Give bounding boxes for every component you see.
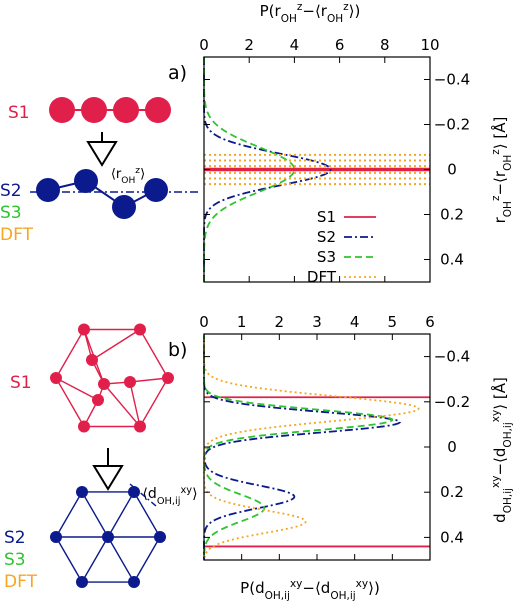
lattice-s2-atom bbox=[102, 531, 114, 543]
legend-label-s1: S1 bbox=[317, 208, 336, 226]
atom-s1 bbox=[145, 97, 171, 123]
plot-frame bbox=[203, 333, 431, 561]
atom-s1 bbox=[81, 97, 107, 123]
y-tick-label: 0 bbox=[447, 161, 457, 179]
atom-s1 bbox=[49, 97, 75, 123]
lattice-s1-bond bbox=[55, 329, 85, 379]
x-tick-label: 2 bbox=[275, 313, 285, 331]
legend-label-s2: S2 bbox=[317, 228, 336, 246]
lattice-s1-atom bbox=[98, 378, 110, 390]
x-tick-label: 4 bbox=[290, 36, 300, 54]
lattice-s2-atom bbox=[50, 531, 62, 543]
lattice-s1-bond bbox=[55, 377, 99, 401]
lattice-s1-bond bbox=[103, 383, 141, 427]
lattice-s2-bond bbox=[81, 491, 109, 538]
top-axis-label: P(rOHz−⟨rOHz⟩) bbox=[260, 1, 361, 25]
x-tick-label: 6 bbox=[425, 313, 435, 331]
bottom-axis-label: P(dOH,ijxy−⟨dOH,ijxy⟩) bbox=[240, 578, 380, 602]
lattice-s1-atom bbox=[86, 354, 98, 366]
label-s2: S2 bbox=[4, 528, 26, 548]
lattice-s1-atom bbox=[162, 372, 174, 384]
label-s2: S2 bbox=[0, 181, 22, 201]
atom-s2 bbox=[112, 195, 136, 219]
panel-label: a) bbox=[168, 62, 187, 84]
series-dft-curve bbox=[203, 334, 420, 561]
lattice-s2-bond bbox=[55, 491, 83, 538]
x-tick-label: 3 bbox=[312, 313, 322, 331]
label-s1: S1 bbox=[8, 103, 30, 123]
x-tick-label: 5 bbox=[388, 313, 398, 331]
lattice-s1-bond bbox=[129, 381, 141, 427]
x-tick-label: 0 bbox=[199, 313, 209, 331]
x-tick-label: 2 bbox=[244, 36, 254, 54]
lattice-s1-atom bbox=[92, 394, 104, 406]
atom-s2 bbox=[36, 178, 60, 202]
y-tick-label: 0.4 bbox=[440, 528, 464, 546]
y-tick-label: −0.4 bbox=[434, 71, 470, 89]
lattice-s1-bond bbox=[129, 377, 169, 383]
lattice-s2-atom bbox=[128, 485, 140, 498]
lattice-s2-bond bbox=[81, 536, 109, 583]
lattice-s2-bond bbox=[133, 491, 161, 538]
panel-a: 0 2 4 6 8 10 −0.4 −0.2 0 0.2 0.4 a) S1 S2 S3 DFT P(rOHz−… bbox=[168, 1, 514, 286]
lattice-s1-atom bbox=[124, 376, 136, 388]
lattice-s1-bond bbox=[139, 377, 169, 427]
y-tick-label: −0.2 bbox=[434, 116, 470, 134]
distance-label: ⟨dOH,ijxy⟩ bbox=[142, 485, 197, 507]
lattice-s2-atom bbox=[76, 576, 88, 589]
arrow-icon bbox=[92, 465, 124, 491]
label-s1: S1 bbox=[10, 373, 32, 393]
lattice-s1-bond bbox=[139, 329, 169, 379]
arrow-icon bbox=[86, 141, 118, 167]
lattice-s2-bond bbox=[55, 536, 83, 583]
panel-b: 0 1 2 3 4 5 6 −0.4 −0.2 0 0.2 0.4 b) P(dOH,ijxy−⟨dOH,… bbox=[168, 313, 514, 602]
x-tick-label: 4 bbox=[350, 313, 360, 331]
lattice-s2-bond bbox=[107, 491, 135, 538]
y-tick-label: 0 bbox=[447, 438, 457, 456]
x-tick-label: 10 bbox=[420, 36, 439, 54]
lattice-s1-bond bbox=[91, 328, 141, 361]
series-s2-curve bbox=[203, 334, 402, 560]
atom-s2 bbox=[74, 169, 98, 193]
right-axis-label: rOHz−⟨rOHz⟩ [Å] bbox=[490, 117, 514, 224]
y-tick-label: −0.2 bbox=[434, 393, 470, 411]
lattice-s1-atom bbox=[134, 323, 146, 336]
y-tick-label: 0.2 bbox=[440, 483, 464, 501]
atom-s1 bbox=[113, 97, 139, 123]
y-tick-label: 0.2 bbox=[440, 206, 464, 224]
label-dft: DFT bbox=[4, 572, 38, 592]
x-tick-label: 1 bbox=[237, 313, 247, 331]
y-tick-label: 0.4 bbox=[440, 251, 464, 269]
chain-bond bbox=[47, 179, 157, 209]
panel-label: b) bbox=[168, 339, 187, 361]
x-tick-label: 8 bbox=[380, 36, 390, 54]
y-tick-label: −0.4 bbox=[434, 348, 470, 366]
lattice-s1-atom bbox=[78, 323, 90, 336]
lattice-s1-atom bbox=[50, 372, 62, 384]
series-s3-curve bbox=[203, 334, 394, 561]
label-dft: DFT bbox=[0, 225, 34, 245]
right-axis-label: dOH,ijxy−⟨dOH,ijxy⟩ [Å] bbox=[490, 377, 514, 523]
lattice-s2-bond bbox=[133, 536, 161, 583]
x-tick-label: 6 bbox=[335, 36, 345, 54]
lattice-s2-atom bbox=[154, 531, 166, 543]
lattice-s1-atom bbox=[134, 420, 146, 433]
lattice-s2-atom bbox=[128, 576, 140, 589]
lattice-s2-atom bbox=[76, 485, 88, 498]
distance-label: ⟨rOHz⟩ bbox=[111, 166, 145, 186]
distance-marker bbox=[129, 483, 157, 507]
legend-label-dft: DFT bbox=[307, 268, 337, 286]
lattice-s1-bond bbox=[55, 377, 85, 427]
lattice-s2-bond bbox=[107, 536, 135, 583]
legend-label-s3: S3 bbox=[317, 248, 336, 266]
label-s3: S3 bbox=[4, 550, 26, 570]
label-s3: S3 bbox=[0, 203, 22, 223]
lattice-s1-atom bbox=[78, 420, 90, 433]
atom-s2 bbox=[144, 178, 168, 202]
x-tick-label: 0 bbox=[199, 36, 209, 54]
